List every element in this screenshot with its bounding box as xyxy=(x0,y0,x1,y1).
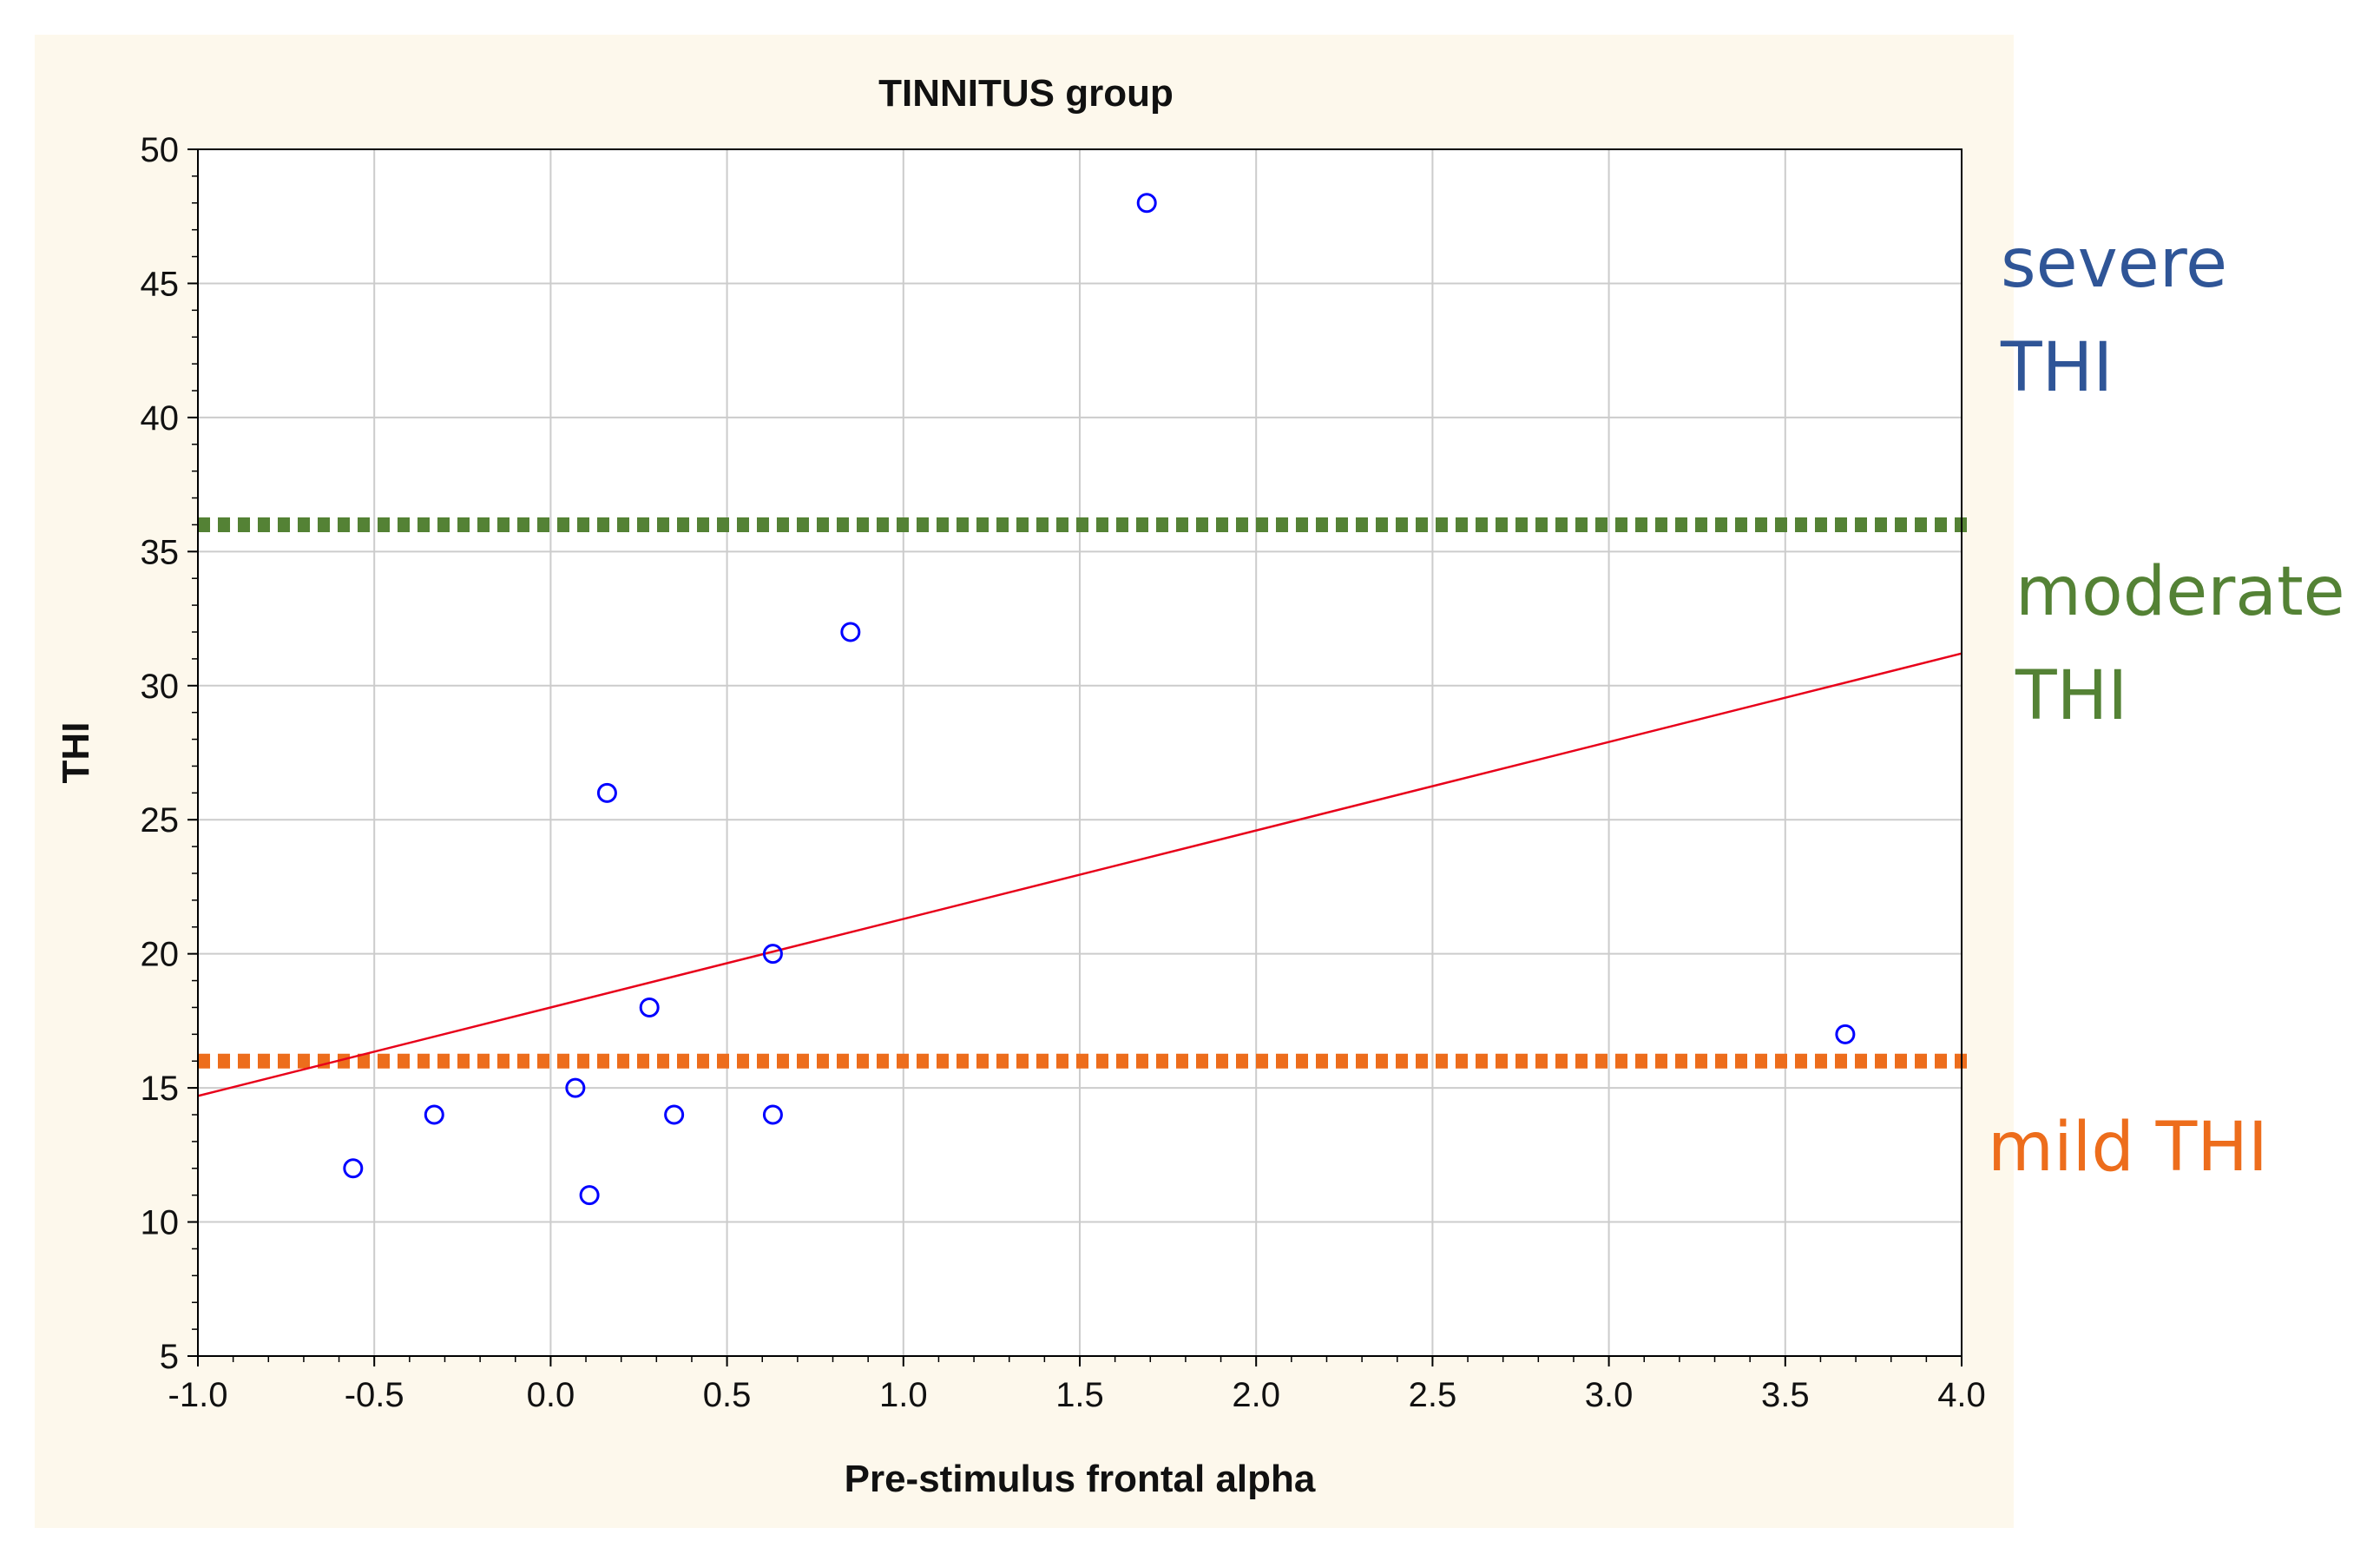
x-tick-label: 3.5 xyxy=(1761,1376,1810,1414)
x-tick-label: -0.5 xyxy=(345,1376,404,1414)
data-points xyxy=(343,193,1856,1206)
band-label: severe xyxy=(2001,225,2227,303)
x-axis-title: Pre-stimulus frontal alpha xyxy=(845,1458,1316,1500)
x-tick-label: 0.5 xyxy=(703,1376,752,1414)
x-tick-label: 0.0 xyxy=(527,1376,575,1414)
y-tick-label: 20 xyxy=(141,936,180,974)
y-tick-label: 45 xyxy=(141,265,180,303)
y-tick-label: 10 xyxy=(141,1204,180,1242)
data-point xyxy=(565,1077,586,1098)
y-tick-label: 25 xyxy=(141,801,180,840)
fit-line xyxy=(197,652,1963,1097)
y-axis-title: THI xyxy=(55,722,97,784)
data-point xyxy=(424,1104,444,1125)
grid-lines xyxy=(198,149,1962,1356)
data-point xyxy=(762,1104,783,1125)
x-tick-label: 2.0 xyxy=(1232,1376,1280,1414)
x-tick-label: 3.0 xyxy=(1585,1376,1634,1414)
data-point xyxy=(664,1104,685,1125)
data-point xyxy=(840,622,861,642)
axis-ticks xyxy=(187,148,1963,1366)
x-tick-label: 1.0 xyxy=(879,1376,928,1414)
y-tick-label: 15 xyxy=(141,1070,180,1108)
data-point xyxy=(596,782,617,803)
fit-line-group xyxy=(197,652,1963,1097)
y-tick-label: 30 xyxy=(141,668,180,706)
x-tick-label: 1.5 xyxy=(1055,1376,1104,1414)
data-point xyxy=(579,1185,600,1206)
band-label: moderate xyxy=(2015,553,2345,631)
x-tick-label: 4.0 xyxy=(1937,1376,1986,1414)
data-point xyxy=(343,1158,364,1179)
band-label: THI xyxy=(2015,657,2127,735)
band-label: mild THI xyxy=(1988,1109,2268,1187)
y-tick-label: 5 xyxy=(160,1338,179,1376)
y-tick-label: 35 xyxy=(141,533,180,571)
band-label: THI xyxy=(2000,329,2113,407)
data-point xyxy=(639,997,660,1017)
y-tick-label: 40 xyxy=(141,399,180,438)
axis-tick-labels: -1.0 -0.5 0.0 0.5 1.0 1.5 2.0 2.5 3.0 3.5 4.0 5 10 15… xyxy=(141,131,1986,1414)
x-tick-label: -1.0 xyxy=(168,1376,228,1414)
y-tick-label: 50 xyxy=(141,131,180,169)
data-point xyxy=(762,944,783,965)
threshold-lines xyxy=(198,517,1972,1069)
chart-title: TINNITUS group xyxy=(878,72,1174,115)
data-point xyxy=(1835,1024,1856,1044)
x-tick-label: 2.5 xyxy=(1409,1376,1457,1414)
band-labels: severe THI moderate THI mild THI xyxy=(1988,225,2345,1187)
data-point xyxy=(1136,193,1157,214)
